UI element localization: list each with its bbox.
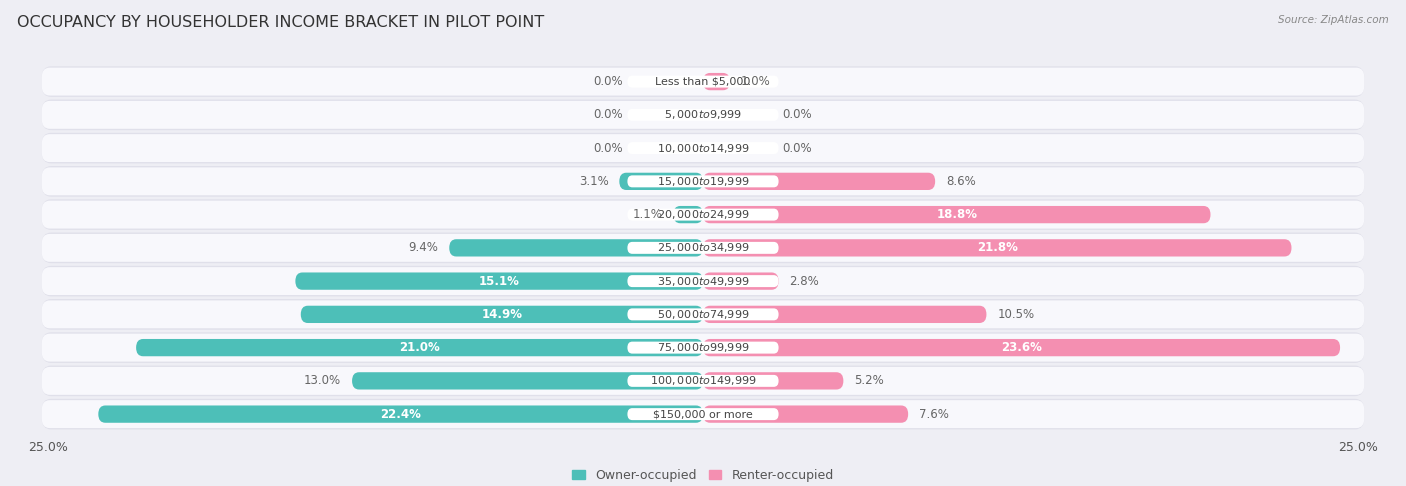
FancyBboxPatch shape [703,339,1340,356]
FancyBboxPatch shape [450,239,703,257]
FancyBboxPatch shape [352,372,703,389]
FancyBboxPatch shape [627,408,779,420]
FancyBboxPatch shape [703,405,908,423]
Text: Less than $5,000: Less than $5,000 [655,77,751,87]
Text: 0.0%: 0.0% [783,108,813,122]
FancyBboxPatch shape [42,266,1364,296]
Text: $25,000 to $34,999: $25,000 to $34,999 [657,242,749,254]
FancyBboxPatch shape [703,173,935,190]
Text: 1.0%: 1.0% [741,75,770,88]
FancyBboxPatch shape [98,405,703,423]
FancyBboxPatch shape [42,300,1364,329]
FancyBboxPatch shape [627,109,779,121]
FancyBboxPatch shape [703,73,730,90]
Text: 9.4%: 9.4% [409,242,439,254]
Text: $150,000 or more: $150,000 or more [654,409,752,419]
Text: Source: ZipAtlas.com: Source: ZipAtlas.com [1278,15,1389,25]
FancyBboxPatch shape [703,372,844,389]
Text: 5.2%: 5.2% [855,374,884,387]
FancyBboxPatch shape [627,309,779,320]
Text: 14.9%: 14.9% [481,308,523,321]
FancyBboxPatch shape [42,334,1364,362]
Text: 18.8%: 18.8% [936,208,977,221]
FancyBboxPatch shape [295,273,703,290]
FancyBboxPatch shape [42,399,1364,430]
Text: 0.0%: 0.0% [593,75,623,88]
FancyBboxPatch shape [627,208,779,221]
FancyBboxPatch shape [136,339,703,356]
FancyBboxPatch shape [42,100,1364,130]
Text: $35,000 to $49,999: $35,000 to $49,999 [657,275,749,288]
FancyBboxPatch shape [42,134,1364,162]
FancyBboxPatch shape [627,175,779,187]
FancyBboxPatch shape [42,199,1364,230]
FancyBboxPatch shape [627,375,779,387]
FancyBboxPatch shape [42,201,1364,228]
FancyBboxPatch shape [627,142,779,154]
Text: 25.0%: 25.0% [1339,441,1378,454]
Text: 3.1%: 3.1% [579,175,609,188]
Text: 21.0%: 21.0% [399,341,440,354]
FancyBboxPatch shape [42,167,1364,195]
Text: OCCUPANCY BY HOUSEHOLDER INCOME BRACKET IN PILOT POINT: OCCUPANCY BY HOUSEHOLDER INCOME BRACKET … [17,15,544,30]
FancyBboxPatch shape [42,332,1364,363]
Text: $10,000 to $14,999: $10,000 to $14,999 [657,141,749,155]
FancyBboxPatch shape [42,66,1364,97]
FancyBboxPatch shape [42,234,1364,262]
Text: $20,000 to $24,999: $20,000 to $24,999 [657,208,749,221]
Text: 0.0%: 0.0% [783,141,813,155]
Text: 10.5%: 10.5% [997,308,1035,321]
Text: 8.6%: 8.6% [946,175,976,188]
Text: 13.0%: 13.0% [304,374,342,387]
Text: 1.1%: 1.1% [633,208,662,221]
FancyBboxPatch shape [42,367,1364,395]
FancyBboxPatch shape [42,233,1364,263]
Text: 22.4%: 22.4% [380,408,420,420]
FancyBboxPatch shape [42,68,1364,96]
FancyBboxPatch shape [627,342,779,354]
FancyBboxPatch shape [627,242,779,254]
FancyBboxPatch shape [703,306,987,323]
FancyBboxPatch shape [301,306,703,323]
FancyBboxPatch shape [42,400,1364,428]
Text: $15,000 to $19,999: $15,000 to $19,999 [657,175,749,188]
Text: $50,000 to $74,999: $50,000 to $74,999 [657,308,749,321]
Text: 15.1%: 15.1% [479,275,520,288]
Text: 2.8%: 2.8% [789,275,820,288]
FancyBboxPatch shape [627,275,779,287]
Text: 7.6%: 7.6% [920,408,949,420]
FancyBboxPatch shape [42,267,1364,295]
Text: $100,000 to $149,999: $100,000 to $149,999 [650,374,756,387]
FancyBboxPatch shape [673,206,703,223]
Text: 23.6%: 23.6% [1001,341,1042,354]
Text: $75,000 to $99,999: $75,000 to $99,999 [657,341,749,354]
Text: 25.0%: 25.0% [28,441,67,454]
Text: $5,000 to $9,999: $5,000 to $9,999 [664,108,742,122]
FancyBboxPatch shape [42,365,1364,396]
Legend: Owner-occupied, Renter-occupied: Owner-occupied, Renter-occupied [568,464,838,486]
FancyBboxPatch shape [42,166,1364,197]
FancyBboxPatch shape [42,299,1364,330]
Text: 0.0%: 0.0% [593,108,623,122]
FancyBboxPatch shape [42,133,1364,163]
FancyBboxPatch shape [703,239,1292,257]
Text: 21.8%: 21.8% [977,242,1018,254]
Text: 0.0%: 0.0% [593,141,623,155]
FancyBboxPatch shape [703,273,779,290]
FancyBboxPatch shape [627,76,779,87]
FancyBboxPatch shape [703,206,1211,223]
FancyBboxPatch shape [619,173,703,190]
FancyBboxPatch shape [42,101,1364,129]
